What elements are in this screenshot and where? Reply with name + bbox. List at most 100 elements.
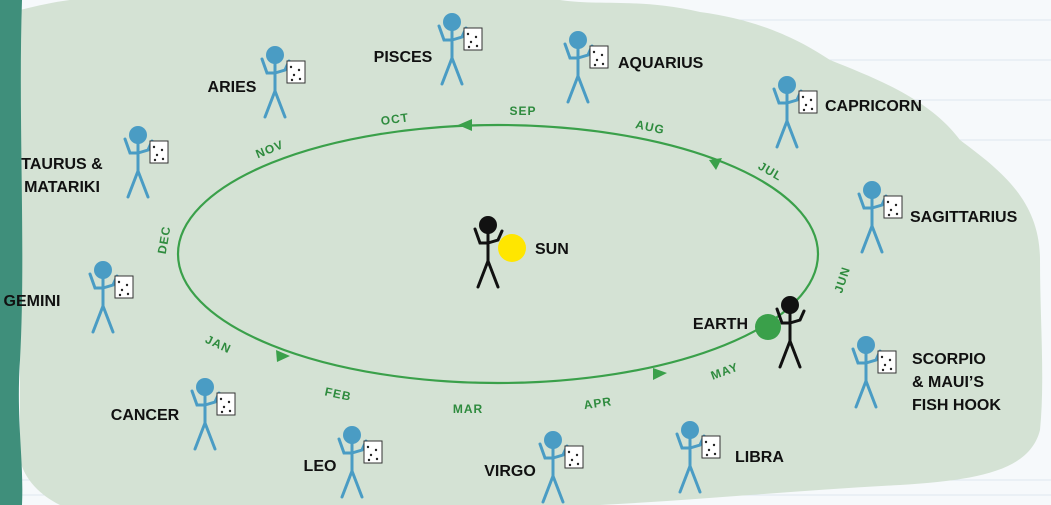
star-card [702, 436, 720, 458]
star [881, 356, 883, 358]
month-label: SEP [509, 104, 536, 118]
diagram: PISCES AQUARIUS ARIES CAPRICORN TAURUS & MATA… [0, 0, 1051, 505]
star [888, 214, 890, 216]
star [470, 41, 472, 43]
star-card [217, 393, 235, 415]
star [161, 149, 163, 151]
star-card [884, 196, 902, 218]
star [298, 69, 300, 71]
star [156, 154, 158, 156]
constellation-label: CANCER [111, 407, 180, 424]
head [778, 76, 796, 94]
star [293, 74, 295, 76]
star [889, 359, 891, 361]
earth-label: EARTH [693, 316, 748, 333]
constellation-label: ARIES [208, 79, 257, 96]
star [601, 54, 603, 56]
star-card [464, 28, 482, 50]
star-card [565, 446, 583, 468]
head [94, 261, 112, 279]
star [475, 36, 477, 38]
star [220, 398, 222, 400]
head [343, 426, 361, 444]
constellation-label: FISH HOOK [912, 397, 1001, 414]
star [713, 444, 715, 446]
constellation-label: GEMINI [4, 293, 61, 310]
star-card [287, 61, 305, 83]
constellation-label: MATARIKI [24, 179, 100, 196]
head [443, 13, 461, 31]
star [127, 293, 129, 295]
star [367, 446, 369, 448]
star [126, 284, 128, 286]
star-card [364, 441, 382, 463]
star [810, 99, 812, 101]
star [467, 33, 469, 35]
star [568, 451, 570, 453]
star [708, 449, 710, 451]
constellation-label: VIRGO [484, 463, 536, 480]
star [291, 79, 293, 81]
star [706, 454, 708, 456]
star [714, 453, 716, 455]
star [468, 46, 470, 48]
star [884, 364, 886, 366]
constellation-label: CAPRICORN [825, 98, 922, 115]
earth [755, 314, 781, 340]
head [857, 336, 875, 354]
star [602, 63, 604, 65]
constellation-label: SCORPIO [912, 351, 986, 368]
head [781, 296, 799, 314]
sun [498, 234, 526, 262]
star [576, 454, 578, 456]
star [290, 66, 292, 68]
star-card [799, 91, 817, 113]
star [569, 464, 571, 466]
star [153, 146, 155, 148]
star [118, 281, 120, 283]
head [569, 31, 587, 49]
star [370, 454, 372, 456]
constellation-label: SAGITTARIUS [910, 209, 1018, 226]
star-card [590, 46, 608, 68]
constellation-label: & MAUI’S [912, 374, 984, 391]
star [596, 59, 598, 61]
head [266, 46, 284, 64]
star [375, 449, 377, 451]
star [476, 45, 478, 47]
constellation-label: TAURUS & [21, 156, 103, 173]
star [368, 459, 370, 461]
constellation-label: LIBRA [735, 449, 784, 466]
star [890, 209, 892, 211]
star [223, 406, 225, 408]
star [811, 108, 813, 110]
star [887, 201, 889, 203]
left-strip [0, 0, 22, 505]
star [121, 289, 123, 291]
star [593, 51, 595, 53]
constellation-label: PISCES [374, 49, 433, 66]
star [162, 158, 164, 160]
sun-label: SUN [535, 241, 569, 258]
star [229, 410, 231, 412]
star [896, 213, 898, 215]
star [802, 96, 804, 98]
star-card [115, 276, 133, 298]
head [129, 126, 147, 144]
star [803, 109, 805, 111]
star-card [150, 141, 168, 163]
head [479, 216, 497, 234]
star [882, 369, 884, 371]
head [196, 378, 214, 396]
star-card [878, 351, 896, 373]
star [805, 104, 807, 106]
star [577, 463, 579, 465]
star [299, 78, 301, 80]
month-label: MAR [453, 402, 483, 416]
star [376, 458, 378, 460]
star [890, 368, 892, 370]
star [895, 204, 897, 206]
constellation-label: AQUARIUS [618, 55, 704, 72]
head [863, 181, 881, 199]
star [221, 411, 223, 413]
